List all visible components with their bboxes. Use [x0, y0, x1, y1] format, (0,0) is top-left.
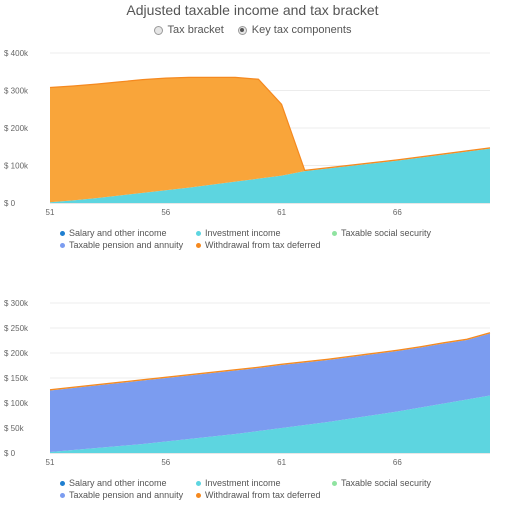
radio-key-tax-components[interactable]: Key tax components	[237, 24, 352, 36]
legend-top: Salary and other income Investment income…	[60, 228, 480, 250]
y-tick-label: $ 200k	[4, 124, 29, 133]
view-toggle: Tax bracket Key tax components	[0, 24, 505, 36]
legend-dot-icon	[332, 480, 337, 486]
radio-circle-icon[interactable]	[237, 25, 247, 35]
radio-circle-icon[interactable]	[153, 25, 163, 35]
legend-item[interactable]: Taxable social security	[332, 478, 468, 488]
y-tick-label: $ 300k	[4, 299, 29, 308]
legend-item[interactable]: Withdrawal from tax deferred	[196, 240, 332, 250]
y-tick-label: $ 400k	[4, 49, 29, 58]
legend-label: Taxable pension and annuity	[69, 490, 184, 500]
area-series	[50, 333, 490, 452]
y-tick-label: $ 100k	[4, 162, 29, 171]
radio-label: Tax bracket	[167, 24, 224, 36]
legend-item[interactable]: Taxable pension and annuity	[60, 490, 196, 500]
y-tick-label: $ 200k	[4, 349, 29, 358]
legend-item[interactable]: Taxable social security	[332, 228, 468, 238]
y-tick-label: $ 50k	[4, 424, 25, 433]
radio-tax-bracket[interactable]: Tax bracket	[153, 24, 224, 36]
y-tick-label: $ 100k	[4, 399, 29, 408]
legend-label: Taxable pension and annuity	[69, 240, 184, 250]
area-series-outline	[49, 76, 491, 172]
area-series	[50, 148, 490, 203]
chart-title: Adjusted taxable income and tax bracket	[126, 2, 379, 18]
x-tick-label: 51	[46, 458, 55, 467]
legend-label: Investment income	[205, 478, 281, 488]
legend-dot-icon	[60, 230, 65, 236]
legend-dot-icon	[60, 492, 65, 498]
x-tick-label: 66	[393, 458, 402, 467]
x-tick-label: 66	[393, 208, 402, 217]
legend-dot-icon	[60, 242, 65, 248]
legend-label: Salary and other income	[69, 228, 167, 238]
area-series	[50, 77, 490, 203]
x-tick-label: 61	[277, 208, 286, 217]
legend-label: Withdrawal from tax deferred	[205, 490, 321, 500]
legend-item[interactable]: Investment income	[196, 478, 332, 488]
legend-label: Taxable social security	[341, 478, 432, 488]
legend-dot-icon	[196, 242, 201, 248]
area-series	[50, 395, 490, 453]
legend-dot-icon	[196, 480, 201, 486]
legend-label: Taxable social security	[341, 228, 432, 238]
y-tick-label: $ 150k	[4, 374, 29, 383]
legend-item[interactable]: Investment income	[196, 228, 332, 238]
legend-item[interactable]: Salary and other income	[60, 228, 196, 238]
chart-top: $ 0 $ 100k $ 200k $ 300k $ 400k 51 56 61 66	[4, 49, 491, 217]
x-tick-label: 61	[277, 458, 286, 467]
legend-item[interactable]: Taxable pension and annuity	[60, 240, 196, 250]
y-tick-label: $ 0	[4, 449, 16, 458]
legend-item[interactable]: Withdrawal from tax deferred	[196, 490, 332, 500]
radio-label: Key tax components	[251, 24, 352, 36]
legend-label: Salary and other income	[69, 478, 167, 488]
chart-bottom: $ 0 $ 50k $ 100k $ 150k $ 200k $ 250k $ 300k 51…	[4, 299, 491, 467]
area-series-outline	[49, 332, 491, 391]
legend-dot-icon	[332, 230, 337, 236]
y-tick-label: $ 300k	[4, 87, 29, 96]
y-tick-label: $ 250k	[4, 324, 29, 333]
x-tick-label: 51	[46, 208, 55, 217]
legend-dot-icon	[196, 230, 201, 236]
legend-label: Investment income	[205, 228, 281, 238]
legend-dot-icon	[196, 492, 201, 498]
y-tick-label: $ 0	[4, 199, 16, 208]
legend-dot-icon	[60, 480, 65, 486]
legend-label: Withdrawal from tax deferred	[205, 240, 321, 250]
x-tick-label: 56	[161, 208, 170, 217]
legend-item[interactable]: Salary and other income	[60, 478, 196, 488]
legend-bottom: Salary and other income Investment income…	[60, 478, 480, 500]
x-tick-label: 56	[161, 458, 170, 467]
